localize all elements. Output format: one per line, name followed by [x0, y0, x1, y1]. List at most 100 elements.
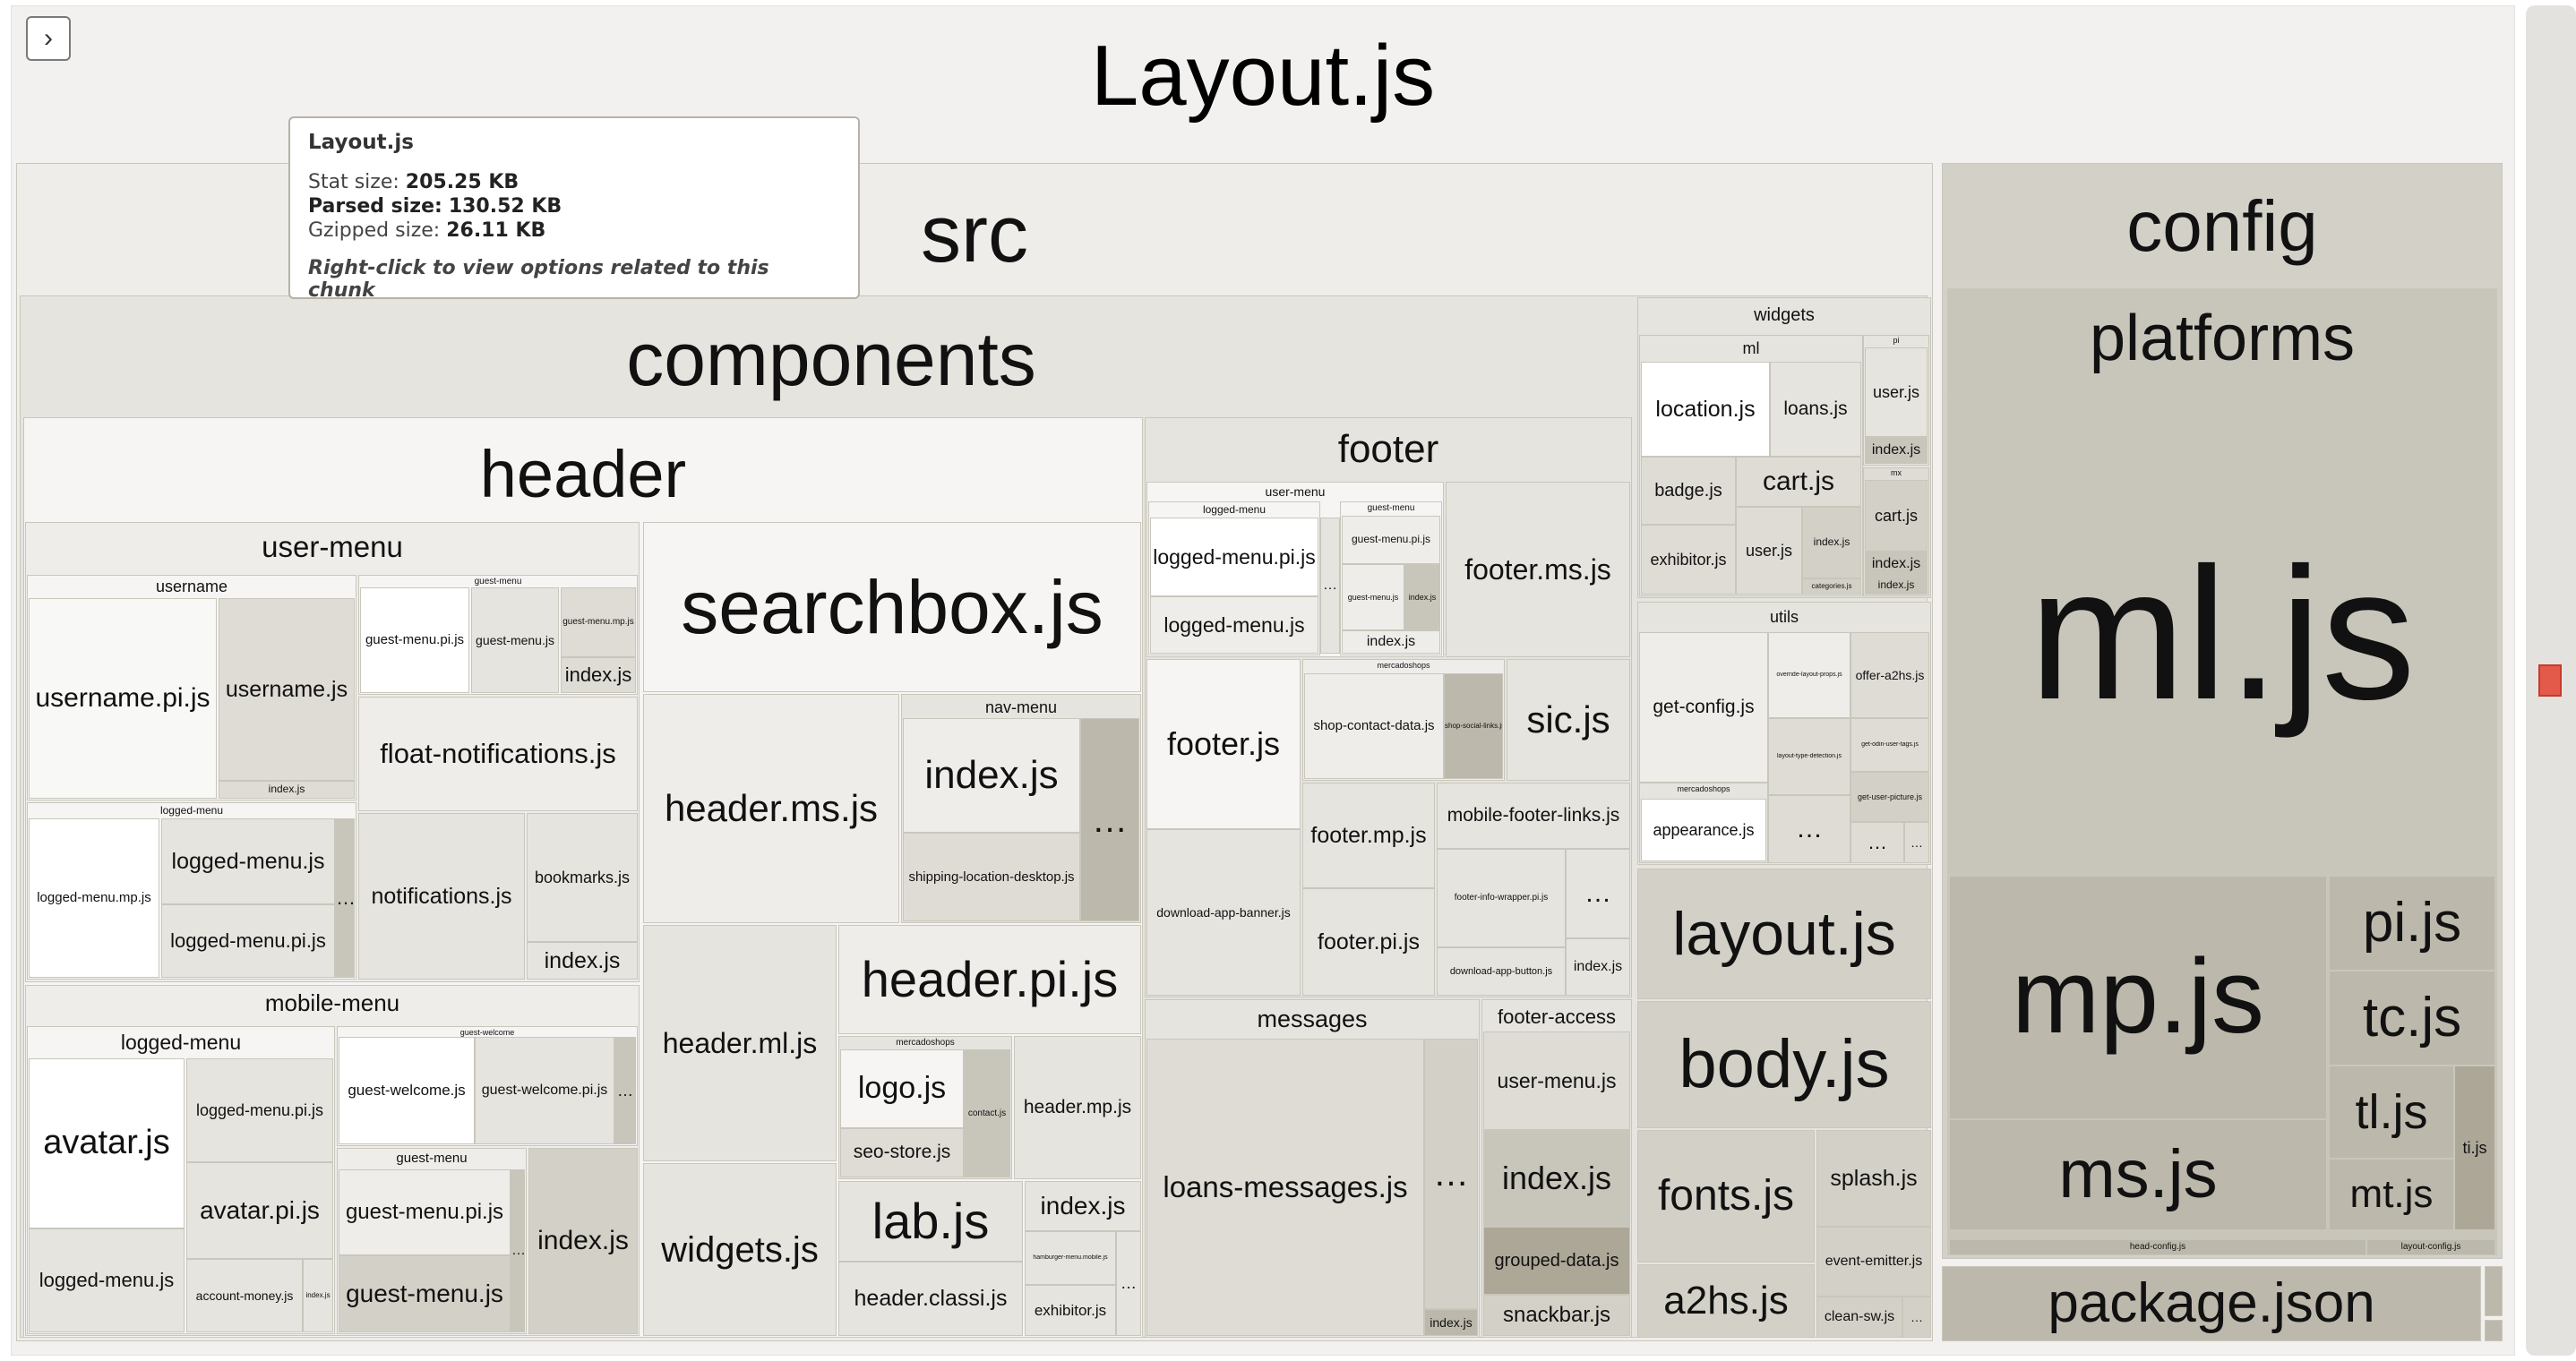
file-logged-menu[interactable]: logged-menu.js [161, 818, 335, 904]
file-mt[interactable]: mt.js [2329, 1159, 2454, 1230]
file-ti[interactable]: ti.js [2454, 1066, 2495, 1230]
file-messages-index[interactable]: index.js [1424, 1309, 1478, 1336]
file-utils-more-3[interactable]: … [1904, 822, 1929, 863]
file-widgets[interactable]: widgets.js [643, 1163, 837, 1336]
file-head-config[interactable]: head-config.js [1949, 1239, 2366, 1255]
file-fonts[interactable]: fonts.js [1637, 1130, 1815, 1263]
file-footer-index[interactable]: index.js [1566, 938, 1630, 996]
file-tiny-2[interactable] [2485, 1320, 2503, 1341]
file-body[interactable]: body.js [1637, 1001, 1931, 1128]
file-shipping-location[interactable]: shipping-location-desktop.js [903, 833, 1080, 921]
file-footer-access-index[interactable]: index.js [1483, 1130, 1630, 1227]
file-ml[interactable]: ml.js [1949, 392, 2495, 876]
file-get-odin-user-tags[interactable]: get-odin-user-tags.js [1850, 718, 1929, 772]
file-header-more[interactable]: … [1116, 1231, 1141, 1336]
file-mm-index[interactable]: index.js [528, 1148, 638, 1334]
sidebar-toggle-button[interactable]: › [26, 16, 71, 61]
file-mm-index-small[interactable]: index.js [303, 1259, 333, 1332]
file-username-index[interactable]: index.js [219, 781, 355, 799]
file-footer-guest-menu-pi[interactable]: guest-menu.pi.js [1342, 516, 1440, 564]
file-header-ms[interactable]: header.ms.js [643, 694, 899, 923]
file-tc[interactable]: tc.js [2329, 971, 2495, 1066]
file-nav-index[interactable]: index.js [903, 718, 1080, 833]
file-logged-menu-pi[interactable]: logged-menu.pi.js [161, 904, 335, 978]
file-location[interactable]: location.js [1641, 362, 1770, 457]
file-grouped-data[interactable]: grouped-data.js [1483, 1227, 1630, 1295]
file-guest-menu-index[interactable]: index.js [561, 657, 636, 693]
file-float-notifications[interactable]: float-notifications.js [358, 697, 638, 811]
file-footer-ms[interactable]: footer.ms.js [1446, 482, 1630, 657]
file-notifications[interactable]: notifications.js [358, 813, 525, 980]
file-download-app-button[interactable]: download-app-button.js [1437, 947, 1566, 996]
file-avatar-pi[interactable]: avatar.pi.js [186, 1162, 333, 1259]
file-footer-info-wrapper[interactable]: footer-info-wrapper.pi.js [1437, 849, 1566, 947]
file-header-exhibitor[interactable]: exhibitor.js [1025, 1285, 1116, 1336]
file-nav-more[interactable]: … [1080, 718, 1139, 921]
file-footer-logged-menu[interactable]: logged-menu.js [1150, 596, 1318, 654]
file-logged-menu-more[interactable]: … [335, 818, 355, 978]
file-mm-guest-menu-pi[interactable]: guest-menu.pi.js [339, 1169, 511, 1255]
file-footer-more[interactable]: … [1566, 849, 1630, 938]
file-header-classi[interactable]: header.classi.js [838, 1262, 1023, 1336]
file-guest-menu[interactable]: guest-menu.js [471, 587, 559, 693]
file-guest-menu-pi[interactable]: guest-menu.pi.js [360, 587, 469, 693]
file-account-money[interactable]: account-money.js [186, 1259, 303, 1332]
file-download-app-banner[interactable]: download-app-banner.js [1146, 829, 1301, 996]
file-sic[interactable]: sic.js [1507, 659, 1630, 781]
file-notifications-index[interactable]: index.js [527, 942, 638, 980]
file-pi-user[interactable]: user.js [1865, 347, 1928, 437]
file-pi[interactable]: pi.js [2329, 876, 2495, 971]
file-mm-logged-menu[interactable]: logged-menu.js [29, 1228, 185, 1332]
file-widgets-index2[interactable]: index.js [1865, 577, 1928, 595]
file-appearance[interactable]: appearance.js [1641, 799, 1766, 861]
file-root-more[interactable]: … [1902, 1297, 1931, 1338]
file-footer-pi[interactable]: footer.pi.js [1302, 888, 1435, 996]
file-guest-welcome-pi[interactable]: guest-welcome.pi.js [475, 1037, 614, 1144]
file-hamburger-menu[interactable]: hamburger-menu.mobile.js [1025, 1231, 1116, 1285]
file-offer-a2hs[interactable]: offer-a2hs.js [1850, 632, 1929, 718]
file-seo-store[interactable]: seo-store.js [840, 1128, 964, 1177]
file-utils-more[interactable]: … [1768, 795, 1850, 863]
file-get-user-picture[interactable]: get-user-picture.js [1850, 772, 1929, 822]
file-guest-welcome[interactable]: guest-welcome.js [339, 1037, 475, 1144]
file-utils-more-2[interactable]: … [1850, 822, 1904, 863]
file-footer-mp[interactable]: footer.mp.js [1302, 783, 1435, 888]
file-clean-sw[interactable]: clean-sw.js [1816, 1297, 1902, 1338]
file-messages-more[interactable]: … [1424, 1039, 1478, 1309]
file-a2hs[interactable]: a2hs.js [1637, 1264, 1815, 1338]
file-lab[interactable]: lab.js [838, 1181, 1023, 1262]
file-shop-social-links[interactable]: shop-social-links.js [1444, 673, 1503, 779]
file-mm-guest-menu-more[interactable]: … [511, 1169, 525, 1332]
file-mp[interactable]: mp.js [1949, 876, 2327, 1119]
file-widgets-index[interactable]: index.js [1802, 507, 1861, 578]
file-categories[interactable]: categories.js [1802, 578, 1861, 595]
file-cart[interactable]: cart.js [1736, 457, 1861, 507]
file-tiny-1[interactable] [2485, 1266, 2503, 1316]
file-mobile-footer-links[interactable]: mobile-footer-links.js [1437, 783, 1630, 849]
file-mx-cart[interactable]: cart.js [1865, 480, 1928, 552]
root-chunk-title[interactable]: Layout.js [1090, 28, 1436, 124]
file-pi-index[interactable]: index.js [1865, 437, 1928, 464]
file-guest-menu-mp[interactable]: guest-menu.mp.js [561, 587, 636, 657]
file-header-ml[interactable]: header.ml.js [643, 925, 837, 1161]
file-logo[interactable]: logo.js [840, 1049, 964, 1128]
file-ms[interactable]: ms.js [1949, 1119, 2327, 1230]
file-loans[interactable]: loans.js [1770, 362, 1861, 457]
file-layout-type-detection[interactable]: layout-type-detection.js [1768, 718, 1850, 795]
file-footer-guest-menu[interactable]: guest-menu.js [1342, 564, 1404, 630]
file-header-mp[interactable]: header.mp.js [1014, 1036, 1141, 1179]
file-get-config[interactable]: get-config.js [1639, 632, 1768, 783]
file-footer-logged-menu-pi[interactable]: logged-menu.pi.js [1150, 518, 1318, 596]
file-header-index[interactable]: index.js [1025, 1181, 1141, 1231]
chunk-icon[interactable] [2538, 664, 2562, 697]
file-widgets-user[interactable]: user.js [1736, 507, 1802, 595]
file-shop-contact-data[interactable]: shop-contact-data.js [1304, 673, 1444, 779]
file-override-layout-props[interactable]: override-layout-props.js [1768, 632, 1850, 718]
file-layout[interactable]: layout.js [1637, 869, 1931, 999]
file-package-json[interactable]: package.json [1942, 1266, 2481, 1341]
file-contact[interactable]: contact.js [964, 1049, 1010, 1177]
file-snackbar[interactable]: snackbar.js [1483, 1295, 1630, 1336]
file-guest-welcome-more[interactable]: … [614, 1037, 636, 1144]
file-footer-user-menu-index[interactable]: index.js [1342, 630, 1440, 654]
file-username-pi[interactable]: username.pi.js [29, 598, 217, 799]
